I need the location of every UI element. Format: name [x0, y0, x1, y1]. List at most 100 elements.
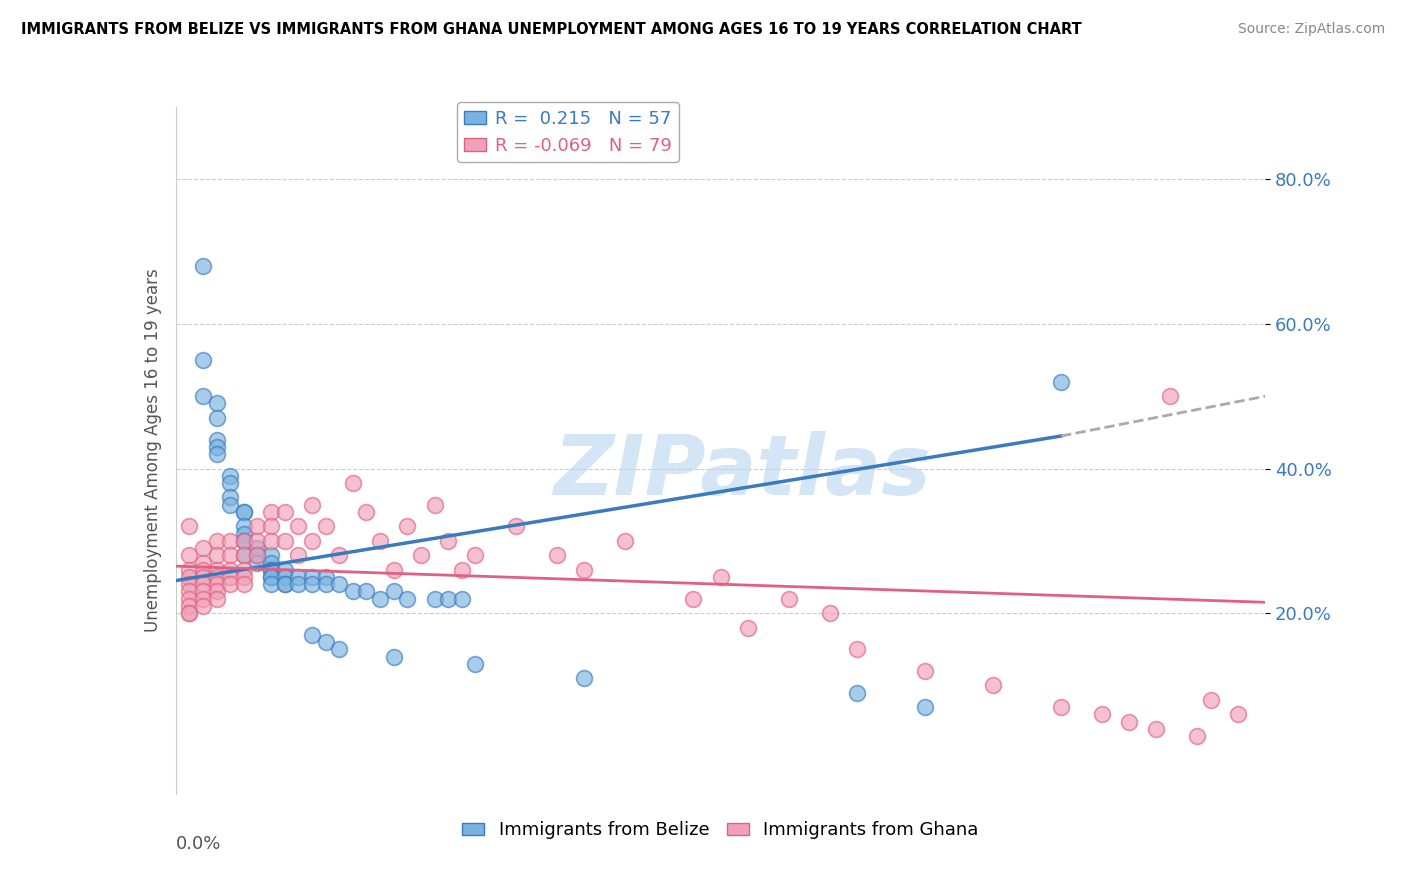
Point: [205, 433, 228, 447]
Point: [342, 475, 364, 490]
Point: [179, 606, 201, 620]
Point: [205, 584, 228, 599]
Text: ZIPatlas: ZIPatlas: [554, 431, 931, 512]
Point: [191, 563, 214, 577]
Point: [301, 628, 323, 642]
Point: [574, 563, 596, 577]
Point: [1050, 700, 1073, 714]
Point: [315, 577, 337, 591]
Point: [232, 533, 254, 548]
Point: [315, 519, 337, 533]
Point: [328, 549, 350, 563]
Point: [232, 505, 254, 519]
Point: [914, 700, 936, 714]
Point: [191, 570, 214, 584]
Point: [246, 533, 269, 548]
Point: [246, 541, 269, 555]
Point: [274, 570, 297, 584]
Point: [191, 591, 214, 606]
Point: [737, 621, 759, 635]
Point: [219, 498, 242, 512]
Point: [981, 678, 1004, 692]
Point: [260, 563, 283, 577]
Point: [396, 519, 419, 533]
Point: [232, 526, 254, 541]
Point: [274, 577, 297, 591]
Point: [232, 505, 254, 519]
Point: [232, 519, 254, 533]
Point: [191, 541, 214, 555]
Point: [260, 556, 283, 570]
Point: [546, 549, 568, 563]
Text: IMMIGRANTS FROM BELIZE VS IMMIGRANTS FROM GHANA UNEMPLOYMENT AMONG AGES 16 TO 19: IMMIGRANTS FROM BELIZE VS IMMIGRANTS FRO…: [21, 22, 1081, 37]
Point: [205, 447, 228, 461]
Point: [232, 577, 254, 591]
Point: [356, 505, 378, 519]
Point: [205, 570, 228, 584]
Point: [191, 577, 214, 591]
Point: [356, 584, 378, 599]
Point: [382, 584, 405, 599]
Point: [315, 635, 337, 649]
Point: [409, 549, 432, 563]
Point: [205, 549, 228, 563]
Point: [368, 591, 391, 606]
Point: [205, 396, 228, 410]
Point: [614, 533, 637, 548]
Point: [396, 591, 419, 606]
Point: [191, 353, 214, 368]
Point: [260, 570, 283, 584]
Point: [505, 519, 527, 533]
Point: [315, 570, 337, 584]
Point: [464, 657, 486, 671]
Point: [232, 549, 254, 563]
Point: [246, 519, 269, 533]
Point: [179, 584, 201, 599]
Point: [682, 591, 704, 606]
Point: [1159, 389, 1181, 403]
Point: [191, 584, 214, 599]
Point: [301, 498, 323, 512]
Point: [710, 570, 733, 584]
Point: [382, 649, 405, 664]
Point: [179, 519, 201, 533]
Point: [219, 491, 242, 505]
Point: [301, 570, 323, 584]
Point: [205, 591, 228, 606]
Point: [191, 599, 214, 613]
Point: [574, 671, 596, 685]
Point: [818, 606, 841, 620]
Point: [287, 549, 309, 563]
Point: [246, 549, 269, 563]
Point: [328, 642, 350, 657]
Point: [205, 563, 228, 577]
Point: [260, 549, 283, 563]
Point: [274, 577, 297, 591]
Point: [260, 519, 283, 533]
Point: [274, 533, 297, 548]
Point: [450, 591, 472, 606]
Point: [219, 549, 242, 563]
Point: [205, 577, 228, 591]
Point: [179, 606, 201, 620]
Point: [1091, 707, 1114, 722]
Point: [342, 584, 364, 599]
Point: [191, 556, 214, 570]
Point: [914, 664, 936, 678]
Point: [219, 577, 242, 591]
Point: [423, 498, 446, 512]
Point: [205, 533, 228, 548]
Point: [232, 533, 254, 548]
Point: [219, 468, 242, 483]
Point: [232, 549, 254, 563]
Point: [260, 563, 283, 577]
Point: [274, 505, 297, 519]
Point: [1187, 729, 1209, 743]
Point: [1050, 375, 1073, 389]
Point: [382, 563, 405, 577]
Point: [219, 475, 242, 490]
Legend: Immigrants from Belize, Immigrants from Ghana: Immigrants from Belize, Immigrants from …: [456, 814, 986, 847]
Point: [219, 570, 242, 584]
Point: [368, 533, 391, 548]
Point: [437, 533, 460, 548]
